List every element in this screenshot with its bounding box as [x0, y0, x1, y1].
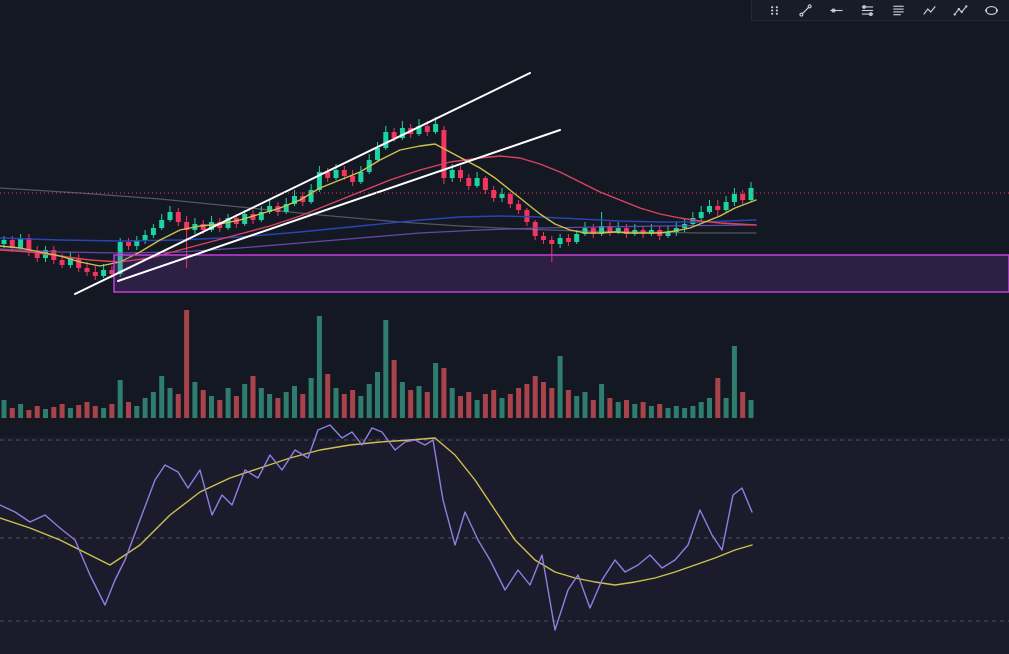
polyline-chart-icon — [953, 4, 967, 16]
support-zone-drawing[interactable] — [113, 254, 1009, 293]
line-chart-button[interactable] — [921, 2, 937, 18]
volume-bars — [1, 310, 754, 418]
polyline-chart-button[interactable] — [952, 2, 968, 18]
list-lines-button[interactable] — [890, 2, 906, 18]
fib-levels-icon — [861, 4, 873, 16]
fib-levels-button[interactable] — [859, 2, 875, 18]
ellipse-tool-button[interactable] — [983, 2, 999, 18]
trendline-button[interactable] — [797, 2, 813, 18]
rsi-pane-background — [0, 437, 1009, 654]
horizontal-ray-button[interactable] — [828, 2, 844, 18]
ellipse-tool-icon — [984, 5, 998, 15]
horizontal-ray-icon — [829, 8, 843, 12]
grip-dots-icon — [770, 5, 778, 15]
line-chart-icon — [922, 5, 936, 15]
trendline-drawings[interactable] — [74, 72, 561, 295]
rsi-lines — [0, 424, 753, 631]
trendline-icon — [798, 3, 812, 17]
moving-averages — [0, 143, 757, 267]
grip-dots-button[interactable] — [766, 2, 782, 18]
rsi-level-lines — [0, 439, 1009, 622]
chart-toolbar — [751, 0, 1009, 21]
list-lines-icon — [892, 5, 904, 15]
